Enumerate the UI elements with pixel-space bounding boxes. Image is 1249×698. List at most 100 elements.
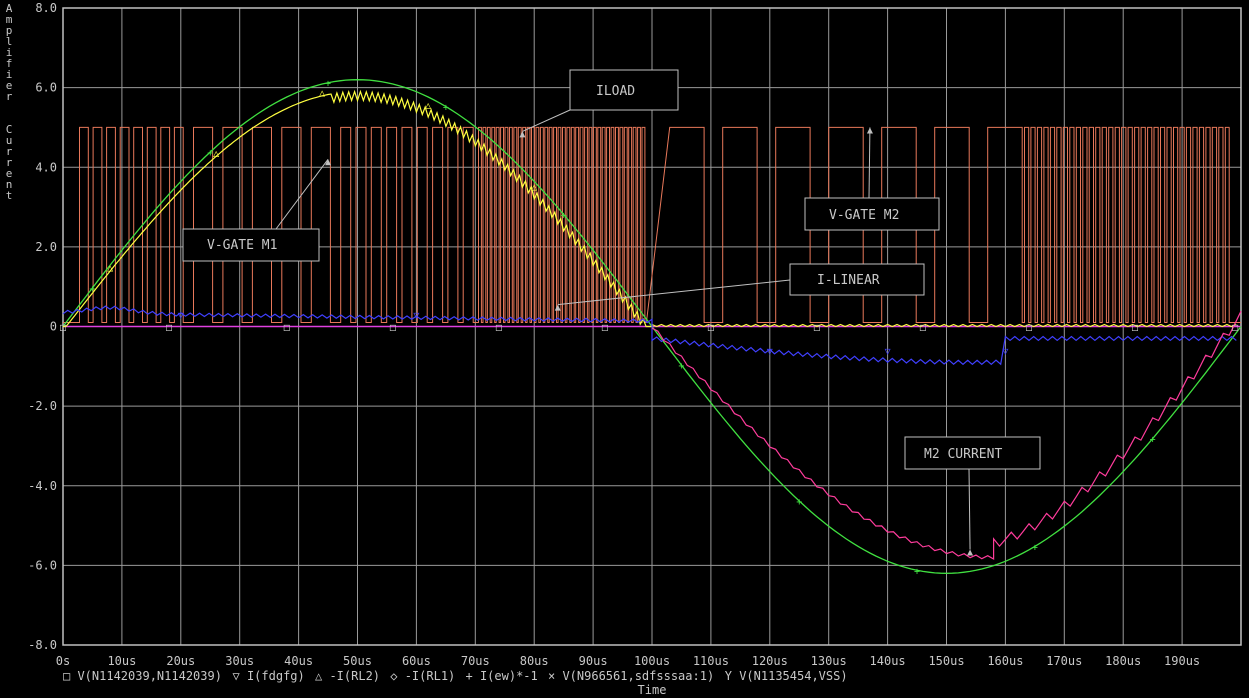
series-marker-vn1142039: □: [496, 323, 502, 334]
series-marker-fdgfg: ▽: [885, 346, 891, 357]
x-axis-label: Time: [638, 683, 667, 697]
series-marker-iew: +: [678, 361, 684, 372]
y-tick-label: 4.0: [35, 160, 57, 174]
y-tick-label: 0: [50, 320, 57, 334]
series-line-linear: [62, 305, 1237, 366]
series-marker-vn1142039: □: [814, 323, 820, 334]
series-marker-vn1142039: □: [284, 323, 290, 334]
x-tick-label: 110us: [693, 654, 729, 668]
series-marker-vn1142039: □: [1132, 323, 1138, 334]
annotation-arrowhead: [325, 159, 332, 166]
series-marker-vn1142039: □: [60, 323, 66, 334]
annotation-box: [789, 263, 925, 296]
y-axis-label-char: i: [6, 46, 13, 59]
x-tick-label: 10us: [107, 654, 136, 668]
y-axis-label-char: e: [6, 167, 13, 180]
annotation-arrow: [868, 127, 871, 199]
series-marker-fdgfg: ▽: [767, 346, 773, 357]
series-marker-vn1142039: □: [1026, 323, 1032, 334]
series-marker-vn1142039: □: [1232, 323, 1238, 334]
y-axis-label-char: r: [6, 156, 13, 169]
y-axis-label-char: p: [6, 24, 13, 37]
x-tick-label: 80us: [520, 654, 549, 668]
x-tick-label: 130us: [811, 654, 847, 668]
annotation-arrow: [522, 109, 571, 132]
x-tick-label: 190us: [1164, 654, 1200, 668]
y-tick-label: -6.0: [28, 558, 57, 572]
y-tick-label: -8.0: [28, 638, 57, 652]
y-tick-label: 6.0: [35, 81, 57, 95]
x-tick-label: 20us: [166, 654, 195, 668]
y-axis-label-char: A: [6, 2, 13, 15]
legend-entry-3: ◇ -I(RL1): [390, 669, 455, 683]
y-axis-label-char: n: [6, 178, 13, 191]
series-marker-vn1142039: □: [166, 323, 172, 334]
y-axis-label-char: m: [6, 13, 13, 26]
x-tick-label: 30us: [225, 654, 254, 668]
annotation-label: M2 CURRENT: [924, 447, 1002, 462]
series-marker-iew: +: [914, 566, 920, 577]
y-tick-label: 8.0: [35, 1, 57, 15]
series-marker-iew: +: [443, 103, 449, 114]
x-tick-label: 50us: [343, 654, 372, 668]
y-axis-label-char: f: [6, 57, 13, 70]
annotation-arrowhead: [967, 549, 974, 556]
annotation-arrow: [968, 468, 971, 550]
annotation-label: V-GATE M1: [207, 238, 277, 253]
y-axis-label-char: u: [6, 134, 13, 147]
series-marker-rl2: △: [531, 182, 537, 193]
x-tick-label: 40us: [284, 654, 313, 668]
legend-entry-2: △ -I(RL2): [315, 669, 380, 683]
series-marker-fdgfg: ▽: [413, 311, 419, 322]
y-tick-label: 2.0: [35, 240, 57, 254]
legend-entry-5: × V(N966561,sdfsssaa:1): [548, 669, 714, 683]
legend-entry-0: □ V(N1142039,N1142039): [63, 669, 222, 683]
series-marker-fdgfg: ▽: [1002, 346, 1008, 357]
x-tick-label: 160us: [987, 654, 1023, 668]
annotation-box: [804, 197, 940, 231]
annotation-arrowhead: [519, 131, 526, 138]
series-marker-vn1142039: □: [920, 323, 926, 334]
legend-entry-4: + I(ew)*-1: [466, 669, 538, 683]
y-axis-label-char: e: [6, 79, 13, 92]
annotation-box: [904, 436, 1041, 470]
series-line-iload: [63, 89, 1237, 328]
y-axis-label-char: t: [6, 189, 13, 202]
annotation-arrow: [557, 279, 791, 306]
x-tick-label: 70us: [461, 654, 490, 668]
legend-entry-1: ▽ I(fdgfg): [233, 669, 305, 683]
y-axis-label-char: r: [6, 90, 13, 103]
series-line-pwm: [63, 126, 1241, 323]
annotation-label: I-LINEAR: [817, 273, 880, 288]
y-axis-label-char: i: [6, 68, 13, 81]
series-marker-vn1142039: □: [390, 323, 396, 334]
x-tick-label: 90us: [579, 654, 608, 668]
annotation-box: [182, 228, 320, 262]
series-marker-vn1142039: □: [708, 323, 714, 334]
series-line-m2: [651, 310, 1242, 561]
x-tick-label: 150us: [928, 654, 964, 668]
y-axis-label-char: l: [6, 35, 13, 48]
series-marker-iew: +: [561, 210, 567, 221]
annotation-arrow: [275, 158, 329, 230]
x-tick-label: 0s: [56, 654, 70, 668]
x-tick-label: 140us: [870, 654, 906, 668]
annotation-arrowhead: [866, 127, 873, 134]
legend-entry-6: Y V(N1135454,VSS): [725, 669, 848, 683]
x-tick-label: 180us: [1105, 654, 1141, 668]
series-marker-rl2: △: [319, 88, 325, 99]
y-axis-label-char: r: [6, 145, 13, 158]
series-marker-rl2: △: [425, 100, 431, 111]
series-marker-rl2: △: [213, 148, 219, 159]
series-marker-iew: +: [325, 79, 331, 90]
series-marker-iew: +: [207, 148, 213, 159]
y-axis-label-char: C: [6, 123, 13, 136]
x-tick-label: 120us: [752, 654, 788, 668]
annotation-label: ILOAD: [596, 84, 635, 99]
series-marker-iew: +: [796, 497, 802, 508]
x-tick-label: 170us: [1046, 654, 1082, 668]
series-marker-rl2: △: [107, 263, 113, 274]
annotation-label: V-GATE M2: [829, 208, 899, 223]
annotation-arrowhead: [554, 304, 561, 311]
